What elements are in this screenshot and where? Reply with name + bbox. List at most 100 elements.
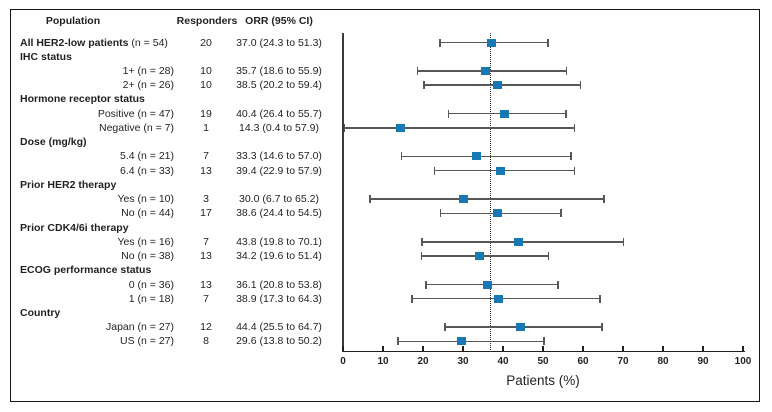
x-axis-tick-label: 100 (734, 356, 752, 367)
orr-ci-value: 35.7 (18.6 to 55.9) (236, 65, 322, 77)
estimate-square-marker (395, 123, 405, 132)
responders-value: 10 (200, 79, 212, 92)
ci-cap-right (579, 81, 582, 90)
ci-line (344, 127, 575, 129)
x-axis-line (343, 350, 745, 353)
orr-ci-value: 29.6 (13.8 to 50.2) (236, 335, 322, 348)
ci-cap-left (444, 323, 446, 332)
estimate-square-marker (486, 38, 496, 47)
x-axis-tick (382, 346, 384, 351)
estimate-square-marker (500, 109, 510, 118)
ci-cap-left (411, 294, 413, 303)
orr-ci-value: 30.0 (6.7 to 65.2) (239, 193, 319, 206)
estimate-square-marker (481, 67, 491, 75)
orr-ci-value: 43.8 (19.8 to 70.1) (236, 235, 322, 248)
ci-cap-left (369, 195, 371, 204)
ci-line (422, 241, 624, 243)
figure-border (10, 9, 760, 402)
estimate-square-marker (513, 237, 523, 246)
x-axis-tick-label: 10 (377, 356, 389, 367)
category-label: Country (20, 307, 61, 319)
category-label: Dose (mg/kg) (20, 136, 87, 149)
orr-ci-value: 38.9 (17.3 to 64.3) (236, 292, 322, 305)
ci-cap-right (565, 67, 568, 75)
x-axis-tick-label: 50 (537, 356, 549, 367)
estimate-square-marker (475, 252, 485, 260)
responders-value: 19 (200, 107, 212, 120)
orr-ci-value: 38.5 (20.2 to 59.4) (236, 79, 322, 92)
subgroup-label: Positive (n = 47) (97, 107, 174, 120)
ci-line (417, 70, 567, 72)
estimate-square-marker (496, 166, 506, 175)
x-axis-tick (622, 346, 624, 351)
responders-value: 20 (200, 36, 212, 49)
responders-value: 13 (200, 250, 212, 262)
ci-cap-left (400, 152, 403, 161)
orr-ci-value: 37.0 (24.3 to 51.3) (236, 36, 322, 49)
subgroup-label: Japan (n = 27) (105, 321, 174, 334)
responders-value: 7 (203, 150, 209, 163)
ci-cap-right (573, 123, 576, 132)
estimate-square-marker (482, 280, 492, 289)
subgroup-label: US (n = 27) (120, 335, 174, 348)
column-header-orr: ORR (95% CI) (245, 15, 313, 27)
x-axis-tick-label: 60 (577, 356, 589, 367)
x-axis-tick-label: 90 (697, 356, 709, 367)
ci-cap-right (573, 166, 576, 175)
x-axis-tick (662, 346, 664, 351)
ci-cap-left (421, 237, 423, 246)
reference-dotted-line (490, 33, 492, 352)
estimate-square-marker (456, 337, 466, 346)
category-label: ECOG performance status (20, 264, 152, 277)
ci-cap-right (565, 109, 567, 118)
ci-cap-left (343, 123, 346, 132)
ci-line (423, 84, 581, 86)
subgroup-label: 1 (n = 18) (128, 292, 174, 305)
ci-cap-left (397, 337, 399, 346)
x-axis-tick (462, 346, 464, 351)
orr-ci-value: 44.4 (25.5 to 64.7) (236, 321, 322, 334)
x-axis-tick (342, 346, 344, 351)
subgroup-label: 1+ (n = 28) (122, 65, 174, 77)
ci-cap-right (599, 294, 601, 303)
y-axis-line (342, 33, 344, 352)
orr-ci-value: 14.3 (0.4 to 57.9) (239, 121, 319, 134)
ci-cap-left (439, 209, 442, 218)
estimate-square-marker (516, 323, 526, 332)
ci-cap-right (547, 38, 549, 47)
orr-ci-value: 36.1 (20.8 to 53.8) (236, 278, 322, 291)
responders-value: 7 (203, 235, 209, 248)
responders-value: 12 (200, 321, 212, 334)
ci-cap-left (416, 67, 419, 75)
estimate-square-marker (471, 152, 481, 161)
ci-cap-right (622, 237, 625, 246)
orr-ci-value: 33.3 (14.6 to 57.0) (236, 150, 322, 163)
responders-value: 17 (200, 207, 212, 220)
subgroup-label: Yes (n = 16) (117, 235, 174, 248)
responders-value: 13 (200, 278, 212, 291)
responders-value: 13 (200, 164, 212, 177)
ci-line (421, 255, 549, 257)
x-axis-tick (702, 346, 704, 351)
ci-cap-left (425, 280, 427, 289)
subgroup-label: Yes (n = 10) (117, 193, 174, 206)
ci-cap-right (570, 152, 572, 161)
estimate-square-marker (458, 195, 468, 204)
ci-cap-right (543, 337, 545, 346)
ci-cap-right (601, 323, 603, 332)
ci-line (401, 155, 571, 158)
responders-value: 3 (203, 193, 209, 206)
ci-cap-left (439, 38, 441, 47)
x-axis-tick-label: 80 (657, 356, 669, 367)
column-header-population: Population (45, 15, 101, 27)
population-label-bold: All HER2-low patients (20, 36, 129, 49)
estimate-square-marker (492, 81, 502, 90)
x-axis-tick-label: 30 (457, 356, 469, 367)
x-axis-tick-label: 70 (617, 356, 629, 367)
ci-line (369, 198, 604, 200)
x-axis-tick (422, 346, 424, 351)
orr-ci-value: 39.4 (22.9 to 57.9) (236, 164, 322, 177)
subgroup-label: 0 (n = 36) (128, 278, 174, 291)
subgroup-label: No (n = 44) (121, 207, 174, 220)
